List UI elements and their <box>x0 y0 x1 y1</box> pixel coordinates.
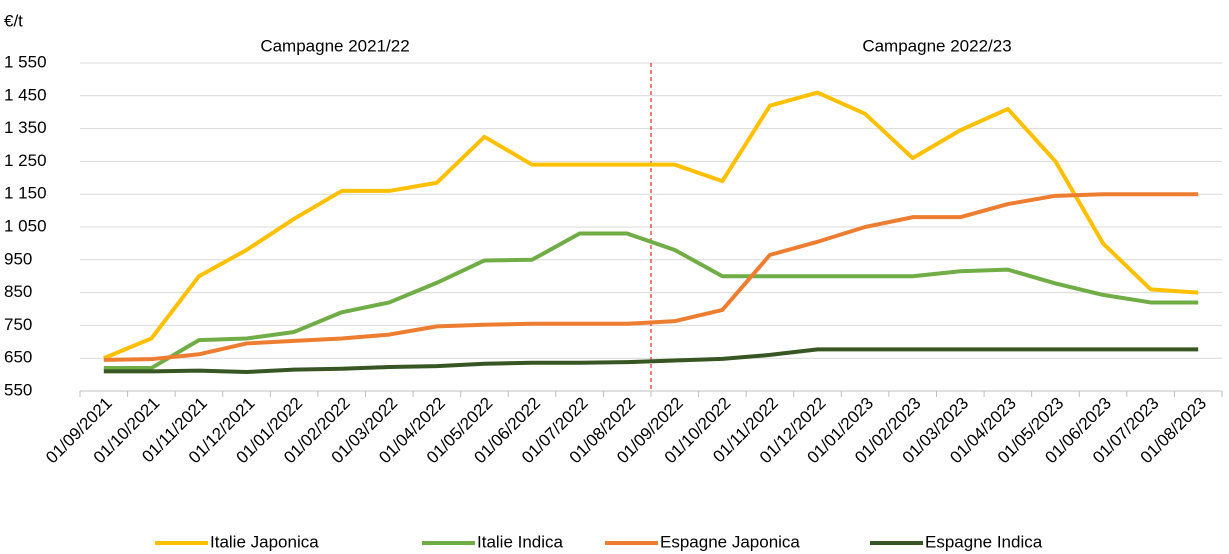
y-unit-label: €/t <box>4 11 23 30</box>
y-tick-label: 950 <box>4 249 32 268</box>
series-line <box>103 192 1199 362</box>
series-line <box>103 90 1199 361</box>
annotation: Campagne 2022/23 <box>862 36 1011 55</box>
legend-label: Italie Indica <box>477 532 564 551</box>
y-tick-label: 750 <box>4 315 32 334</box>
y-tick-label: 650 <box>4 348 32 367</box>
y-tick-label: 550 <box>4 380 32 399</box>
y-tick-label: 1 550 <box>4 52 47 71</box>
y-tick-label: 1 350 <box>4 118 47 137</box>
legend-label: Espagne Indica <box>925 532 1043 551</box>
annotation: Campagne 2021/22 <box>260 36 409 55</box>
legend-label: Italie Japonica <box>210 532 319 551</box>
series-line <box>103 231 1199 371</box>
series-line <box>103 347 1199 374</box>
y-tick-label: 1 450 <box>4 85 47 104</box>
y-tick-label: 1 050 <box>4 216 47 235</box>
y-tick-label: 1 150 <box>4 184 47 203</box>
legend-label: Espagne Japonica <box>660 532 800 551</box>
y-tick-label: 850 <box>4 282 32 301</box>
y-tick-label: 1 250 <box>4 151 47 170</box>
